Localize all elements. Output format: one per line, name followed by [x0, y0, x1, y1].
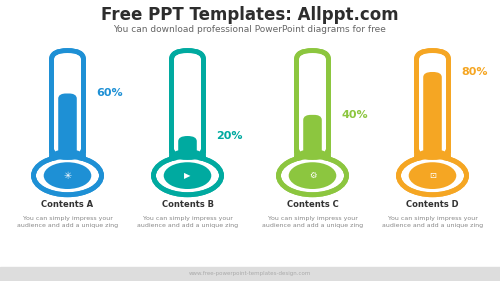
Text: 20%: 20%	[216, 131, 242, 141]
Text: You can download professional PowerPoint diagrams for free: You can download professional PowerPoint…	[114, 25, 386, 34]
FancyBboxPatch shape	[52, 51, 84, 157]
Text: 80%: 80%	[461, 67, 487, 77]
Circle shape	[44, 162, 92, 189]
FancyBboxPatch shape	[178, 51, 197, 136]
FancyBboxPatch shape	[303, 115, 322, 157]
Circle shape	[34, 157, 102, 195]
Text: Contents D: Contents D	[406, 200, 459, 209]
FancyBboxPatch shape	[303, 51, 322, 115]
Text: www.free-powerpoint-templates-design.com: www.free-powerpoint-templates-design.com	[189, 271, 311, 277]
FancyBboxPatch shape	[423, 51, 442, 72]
Bar	[170, 153, 204, 160]
Text: ⚙: ⚙	[309, 171, 316, 180]
Text: You can simply impress your
audience and add a unique zing: You can simply impress your audience and…	[17, 216, 118, 228]
Circle shape	[288, 162, 337, 189]
Circle shape	[164, 162, 212, 189]
FancyBboxPatch shape	[58, 51, 77, 93]
Text: Free PPT Templates: Allppt.com: Free PPT Templates: Allppt.com	[101, 6, 399, 24]
Circle shape	[398, 157, 466, 195]
FancyBboxPatch shape	[296, 51, 328, 157]
Bar	[0, 267, 500, 281]
Text: You can simply impress your
audience and add a unique zing: You can simply impress your audience and…	[137, 216, 238, 228]
FancyBboxPatch shape	[178, 136, 197, 157]
Bar	[296, 153, 330, 160]
Bar	[50, 153, 84, 160]
Text: You can simply impress your
audience and add a unique zing: You can simply impress your audience and…	[262, 216, 363, 228]
Text: Contents C: Contents C	[286, 200, 339, 209]
Text: 40%: 40%	[341, 110, 367, 120]
Text: You can simply impress your
audience and add a unique zing: You can simply impress your audience and…	[382, 216, 483, 228]
Circle shape	[154, 157, 222, 195]
Circle shape	[408, 162, 457, 189]
FancyBboxPatch shape	[423, 72, 442, 157]
Text: Contents A: Contents A	[42, 200, 94, 209]
Text: ✳: ✳	[64, 171, 72, 181]
Text: 60%: 60%	[96, 88, 122, 98]
Text: Contents B: Contents B	[162, 200, 214, 209]
Bar	[416, 153, 450, 160]
FancyBboxPatch shape	[58, 93, 77, 157]
Circle shape	[278, 157, 346, 195]
Text: ⊡: ⊡	[429, 171, 436, 180]
Text: ▶: ▶	[184, 171, 191, 180]
FancyBboxPatch shape	[172, 51, 203, 157]
FancyBboxPatch shape	[416, 51, 448, 157]
